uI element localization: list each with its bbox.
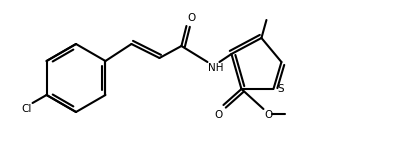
Text: S: S xyxy=(277,84,284,94)
Text: O: O xyxy=(264,110,273,120)
Text: O: O xyxy=(188,13,196,23)
Text: O: O xyxy=(214,110,222,120)
Text: NH: NH xyxy=(209,63,224,73)
Text: Cl: Cl xyxy=(21,104,32,114)
